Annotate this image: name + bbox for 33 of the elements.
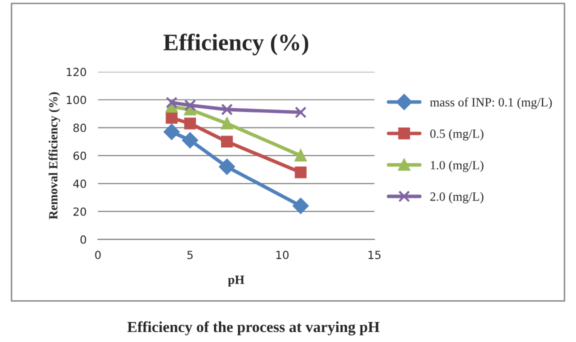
text: Efficiency of the process at varying pH	[127, 321, 380, 336]
y-tick-label: 120	[66, 68, 86, 76]
x-tick-label: 0	[95, 250, 101, 260]
chart-title: Efficiency (%)	[163, 34, 308, 56]
y-tick-label: 100	[66, 96, 86, 104]
y-tick-label: 80	[73, 124, 86, 132]
point	[166, 96, 178, 108]
point	[182, 132, 198, 148]
x-tick-label: 5	[187, 250, 193, 260]
legend-label: 2.0 (mg/L)	[430, 192, 484, 204]
x-tick-label: 15	[368, 250, 380, 260]
point	[294, 150, 307, 162]
point	[294, 106, 307, 118]
legend-label: 0.5 (mg/L)	[430, 129, 484, 141]
y-axis-title: Removal Efficiency (%)	[48, 92, 60, 220]
point	[166, 112, 178, 124]
point	[164, 124, 180, 140]
point	[294, 166, 307, 178]
point	[184, 118, 196, 130]
x-tick-label: 10	[276, 250, 289, 260]
y-tick-label: 20	[73, 207, 86, 216]
point	[221, 104, 233, 116]
point	[221, 118, 233, 130]
point	[292, 198, 309, 214]
point	[219, 158, 235, 175]
legend-label: 1.0 (mg/L)	[430, 160, 484, 172]
y-tick-label: 60	[73, 152, 86, 160]
y-tick-label: 0	[80, 235, 86, 244]
legend-label: mass of INP: 0.1 (mg/L)	[430, 98, 552, 110]
point	[221, 136, 233, 148]
x-axis-title: pH	[228, 276, 244, 286]
y-tick-label: 40	[73, 180, 86, 188]
point	[184, 99, 196, 112]
